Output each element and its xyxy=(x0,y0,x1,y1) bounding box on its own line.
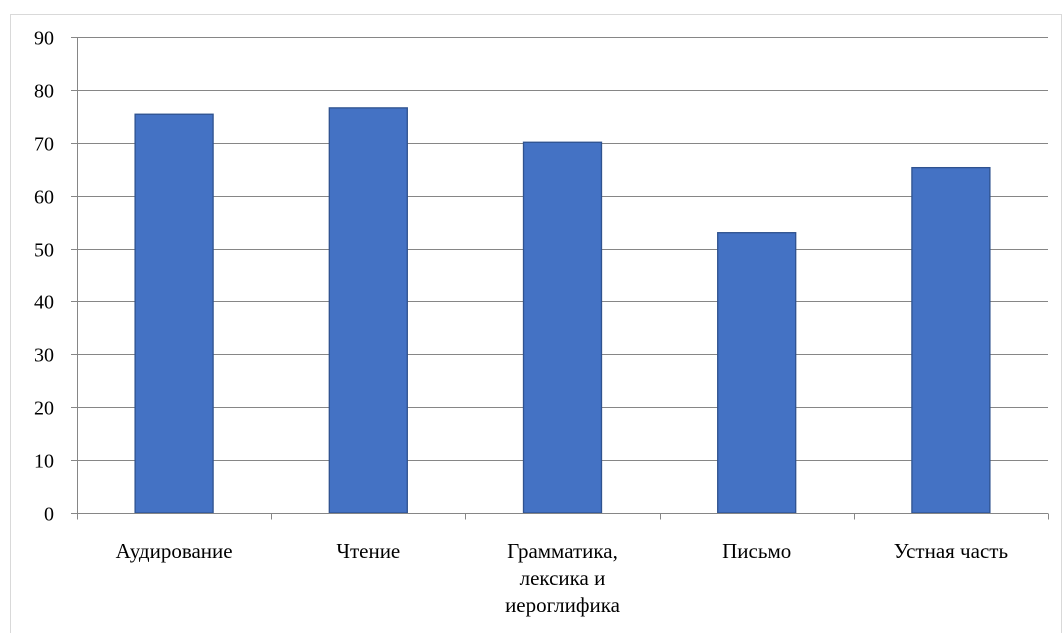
y-tick-label: 80 xyxy=(34,81,54,103)
y-tick-label: 70 xyxy=(34,134,54,156)
bar xyxy=(134,113,214,514)
bar xyxy=(911,166,991,514)
x-category-label: Грамматика, лексика и иероглифика xyxy=(505,539,621,617)
x-axis-category-labels: Аудирование Чтение Грамматика, лексика и иер… xyxy=(116,539,1008,617)
bar xyxy=(328,107,408,514)
x-axis xyxy=(71,37,1049,520)
x-category-label: Устная часть xyxy=(894,539,1008,563)
x-category-label: Чтение xyxy=(336,539,400,563)
y-tick-label: 60 xyxy=(34,187,54,209)
x-category-label: Аудирование xyxy=(116,539,233,563)
y-tick-label: 40 xyxy=(34,292,54,314)
y-tick-label: 50 xyxy=(34,240,54,262)
y-tick-label: 10 xyxy=(34,451,54,473)
y-tick-label: 90 xyxy=(34,28,54,50)
y-axis-tick-labels: 0 10 20 30 40 50 60 70 80 90 xyxy=(34,28,54,526)
y-tick-label: 20 xyxy=(34,398,54,420)
bar xyxy=(522,141,603,514)
y-tick-label: 0 xyxy=(44,504,54,526)
y-tick-label: 30 xyxy=(34,345,54,367)
bar xyxy=(717,232,797,514)
bars xyxy=(134,107,991,514)
x-category-label: Письмо xyxy=(722,539,791,563)
